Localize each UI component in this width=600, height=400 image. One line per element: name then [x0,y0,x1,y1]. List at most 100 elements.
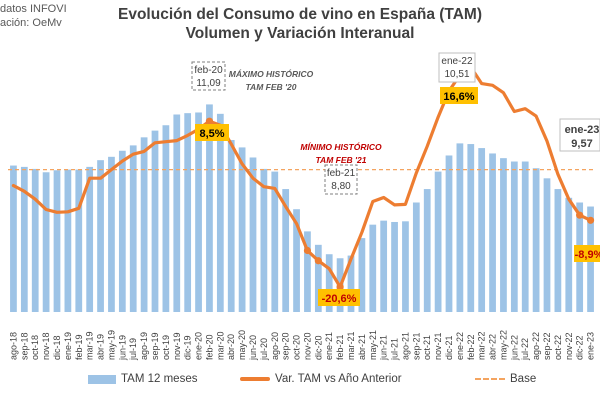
bar-mar-22 [478,148,486,312]
x-tick-oct-21: oct-21 [422,335,432,360]
x-tick-abr-19: abr-19 [96,334,106,360]
bar-ago-20 [271,171,279,312]
x-tick-feb-22: feb-22 [466,334,476,360]
bar-nov-22 [565,197,573,312]
peak-pct-box [440,87,478,104]
x-tick-nov-18: nov-18 [41,332,51,360]
bar-ene-20 [195,112,202,312]
line-point-feb-21 [336,283,344,291]
bar-may-20 [238,147,246,312]
x-tick-jul-20: jul-20 [259,338,269,361]
x-tick-nov-22: nov-22 [564,332,574,360]
variation-line [11,65,593,289]
x-tick-sep-19: sep-19 [150,332,160,360]
bar-oct-19 [162,125,170,312]
legend-label-base: Base [510,373,537,385]
max-pct-label: 8,5% [199,128,224,140]
last-pct-box [574,245,600,262]
bar-jul-20 [260,168,268,312]
x-tick-ene-20: ene-20 [194,332,204,360]
bar-sep-22 [543,178,551,312]
peak-callout-box [438,52,476,83]
bar-oct-18 [31,168,39,312]
bar-ago-19 [140,137,148,312]
bar-nov-21 [434,171,442,312]
legend-swatch-bars [88,374,116,384]
bar-abr-22 [489,153,496,312]
x-tick-oct-19: oct-19 [161,335,171,360]
legend-label-line: Var. TAM vs Año Anterior [275,373,402,385]
line-point-ene-23 [586,216,595,224]
bar-oct-22 [554,189,562,312]
bar-oct-21 [423,189,431,312]
bar-ene-19 [64,169,72,312]
last-callout-value: 9,57 [571,138,592,150]
line-point-dic-20 [314,257,322,265]
chart-title: Evolución del Consumo de vino en España … [118,6,482,23]
x-tick-sep-18: sep-18 [19,332,29,360]
bar-jul-19 [129,145,137,312]
x-tick-sep-21: sep-21 [411,332,421,360]
bar-jun-19 [118,150,126,312]
x-tick-oct-18: oct-18 [30,335,40,360]
bar-nov-19 [173,114,181,312]
legend-label-bars: TAM 12 meses [121,373,198,385]
x-tick-abr-21: abr-21 [357,334,367,360]
x-tick-jul-22: jul-22 [520,338,530,361]
legend-item-line: Var. TAM vs Año Anterior [240,373,402,385]
peak-callout-value: 10,51 [444,69,469,80]
x-tick-jun-19: jun-19 [117,335,127,361]
x-tick-feb-20: feb-20 [204,334,214,360]
x-tick-dic-20: dic-20 [313,335,323,360]
bar-jul-21 [391,221,398,312]
bar-may-21 [369,224,377,312]
bar-mar-19 [86,166,94,312]
x-tick-ene-19: ene-19 [63,332,73,360]
chart-subtitle: Volumen y Variación Interanual [185,25,415,42]
line-point-dic-22 [576,211,584,219]
bar-dic-18 [53,170,61,312]
bar-dic-20 [314,244,322,312]
x-tick-jul-21: jul-21 [390,338,400,361]
x-tick-nov-19: nov-19 [172,332,182,360]
x-tick-may-19: may-19 [106,330,116,360]
bar-may-19 [108,156,115,312]
bar-oct-20 [293,209,300,312]
source-line-2: ación: OeMv [0,17,62,29]
max-callout-month: feb-20 [194,65,223,76]
x-tick-ene-23: ene-23 [586,332,596,360]
x-tick-jun-21: jun-21 [379,335,389,361]
legend-swatch-base [475,378,505,380]
min-callout-box [324,164,358,195]
x-tick-dic-22: dic-22 [575,335,585,360]
bar-sep-21 [412,202,420,312]
min-callout-month: feb-21 [327,168,356,179]
bar-may-22 [500,158,507,312]
x-tick-jun-20: jun-20 [248,335,258,361]
line-point-feb-20 [205,117,214,125]
max-pct-box [195,124,229,141]
bar-ago-22 [532,168,540,312]
legend-item-base: Base [475,373,536,385]
bar-sep-19 [151,130,159,312]
x-tick-dic-18: dic-18 [52,335,62,360]
x-tick-ago-19: ago-19 [139,332,149,360]
legend-item-bars: TAM 12 meses [88,373,197,385]
bar-jul-22 [521,161,529,312]
x-tick-may-22: may-22 [498,330,508,360]
bar-dic-19 [184,113,192,313]
legend: TAM 12 meses Var. TAM vs Año Anterior Ba… [0,373,600,389]
line-point-nov-20 [303,246,312,255]
x-tick-jun-22: jun-22 [509,335,519,361]
bar-feb-19 [75,169,83,312]
bar-abr-21 [358,238,366,312]
x-tick-ene-22: ene-22 [455,332,465,360]
peak-callout-month: ene-22 [441,56,473,67]
x-tick-abr-20: abr-20 [226,334,236,360]
bar-mar-20 [216,113,224,312]
bar-sep-18 [20,166,28,312]
x-tick-mar-21: mar-21 [346,331,356,360]
x-tick-feb-19: feb-19 [74,334,84,360]
x-tick-oct-22: oct-22 [553,335,563,360]
bar-jun-21 [380,220,388,312]
